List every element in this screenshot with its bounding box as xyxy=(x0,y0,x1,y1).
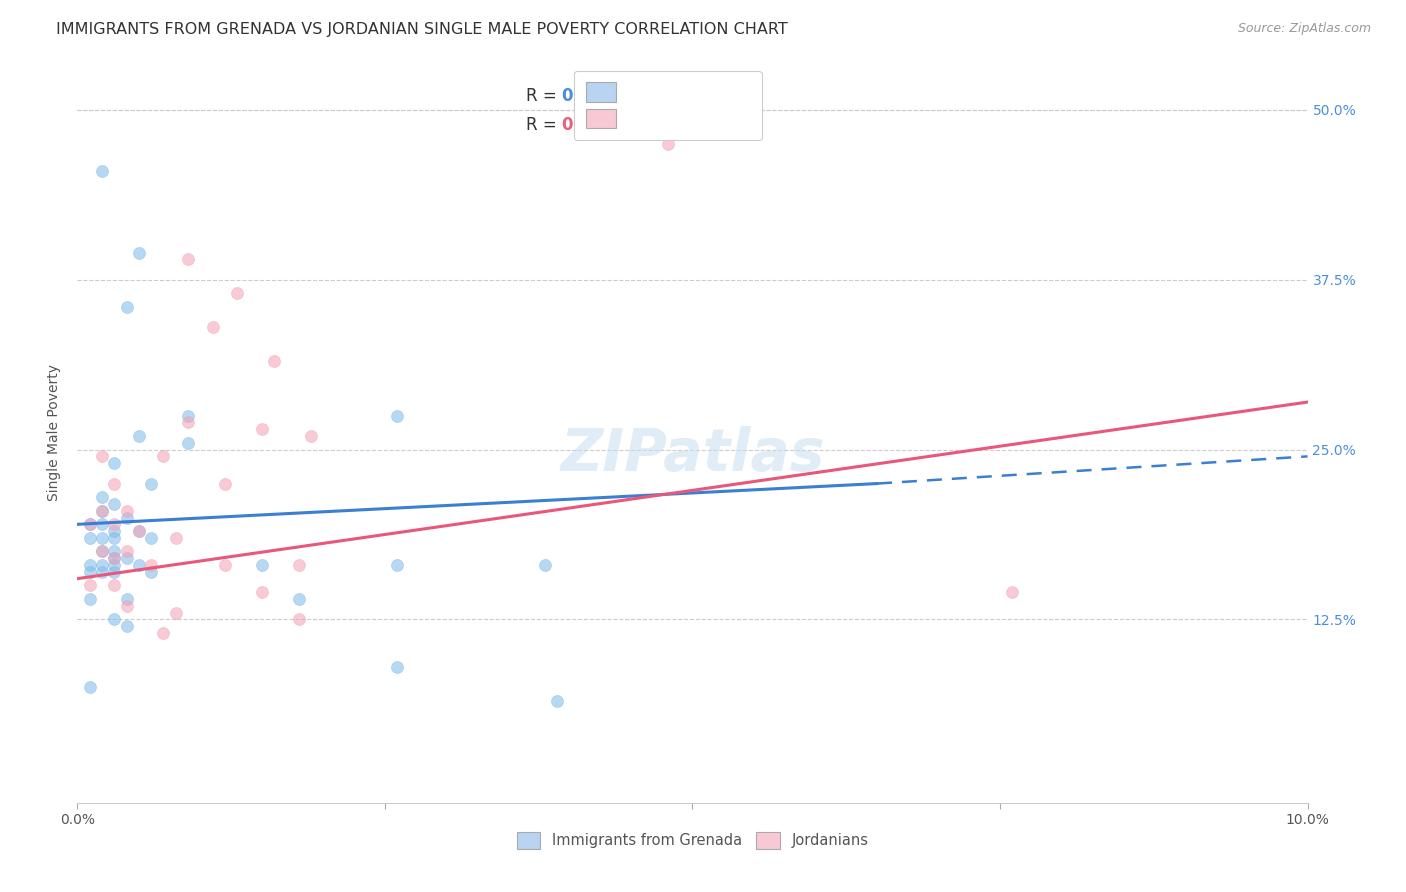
Point xyxy=(165,606,187,620)
Point xyxy=(141,531,163,545)
Point xyxy=(250,585,273,599)
Point xyxy=(141,476,163,491)
Point xyxy=(128,558,150,572)
Y-axis label: Single Male Poverty: Single Male Poverty xyxy=(48,364,62,501)
Point xyxy=(103,456,125,470)
Point xyxy=(226,286,249,301)
Point xyxy=(115,300,138,314)
Point xyxy=(115,551,138,566)
Text: N =: N = xyxy=(614,87,662,104)
Point xyxy=(385,660,409,674)
Text: ZIPatlas: ZIPatlas xyxy=(560,426,825,483)
Point xyxy=(141,565,163,579)
Point xyxy=(546,694,568,708)
Point xyxy=(534,558,557,572)
Point xyxy=(152,626,174,640)
Point xyxy=(90,164,114,178)
Text: R =: R = xyxy=(526,116,562,134)
Point xyxy=(1001,585,1024,599)
Point xyxy=(103,476,125,491)
Point xyxy=(90,504,114,518)
Point xyxy=(90,450,114,464)
Point xyxy=(90,558,114,572)
Point xyxy=(214,558,236,572)
Point xyxy=(79,517,101,532)
Point xyxy=(288,612,311,626)
Point xyxy=(103,551,125,566)
Point xyxy=(90,490,114,504)
Text: 0.274: 0.274 xyxy=(561,116,613,134)
Point xyxy=(79,592,101,607)
Point xyxy=(79,531,101,545)
Point xyxy=(115,619,138,633)
Point xyxy=(141,558,163,572)
Point xyxy=(103,497,125,511)
Point xyxy=(657,136,679,151)
Point xyxy=(103,517,125,532)
Point xyxy=(214,476,236,491)
Point xyxy=(90,544,114,558)
Point xyxy=(79,565,101,579)
Point xyxy=(165,531,187,545)
Point xyxy=(103,578,125,592)
Point xyxy=(115,544,138,558)
Point xyxy=(128,245,150,260)
Point xyxy=(177,435,200,450)
Point xyxy=(90,517,114,532)
Point xyxy=(103,612,125,626)
Point xyxy=(103,524,125,538)
Point xyxy=(90,531,114,545)
Point xyxy=(288,558,311,572)
Text: 45: 45 xyxy=(654,87,676,104)
Point xyxy=(128,524,150,538)
Point xyxy=(177,416,200,430)
Point xyxy=(115,592,138,607)
Point xyxy=(128,429,150,443)
Text: 0.093: 0.093 xyxy=(561,87,613,104)
Point xyxy=(103,551,125,566)
Text: N =: N = xyxy=(614,116,662,134)
Point xyxy=(90,504,114,518)
Point xyxy=(79,578,101,592)
Point xyxy=(299,429,322,443)
Point xyxy=(128,524,150,538)
Text: Source: ZipAtlas.com: Source: ZipAtlas.com xyxy=(1237,22,1371,36)
Point xyxy=(385,558,409,572)
Point xyxy=(250,558,273,572)
Point xyxy=(177,252,200,267)
Point xyxy=(90,565,114,579)
Point xyxy=(79,681,101,695)
Point xyxy=(385,409,409,423)
Text: IMMIGRANTS FROM GRENADA VS JORDANIAN SINGLE MALE POVERTY CORRELATION CHART: IMMIGRANTS FROM GRENADA VS JORDANIAN SIN… xyxy=(56,22,787,37)
Point xyxy=(177,409,200,423)
Point xyxy=(201,320,224,334)
Point xyxy=(103,565,125,579)
Point xyxy=(79,517,101,532)
Point xyxy=(115,510,138,524)
Point xyxy=(250,422,273,436)
Point xyxy=(115,504,138,518)
Text: R =: R = xyxy=(526,87,562,104)
Point xyxy=(103,544,125,558)
Point xyxy=(90,544,114,558)
Point xyxy=(103,531,125,545)
Point xyxy=(152,450,174,464)
Point xyxy=(79,558,101,572)
Point xyxy=(263,354,285,368)
Point xyxy=(115,599,138,613)
Text: 32: 32 xyxy=(654,116,676,134)
Point xyxy=(288,592,311,607)
Legend: Immigrants from Grenada, Jordanians: Immigrants from Grenada, Jordanians xyxy=(510,826,875,855)
Point xyxy=(103,558,125,572)
